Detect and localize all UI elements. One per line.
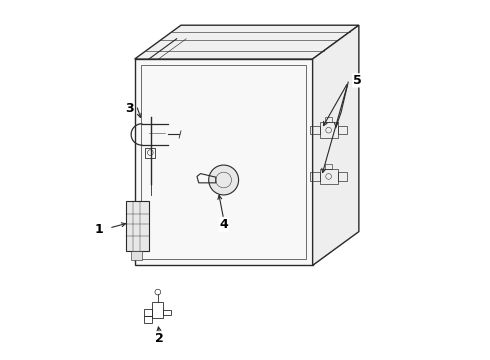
Polygon shape [135,59,313,265]
Polygon shape [135,25,359,59]
Text: 1: 1 [95,223,103,236]
Bar [325,164,332,168]
Bar [319,122,338,138]
Bar [325,117,332,122]
Bar [144,316,152,323]
Bar [338,172,347,181]
Bar [131,251,142,260]
Polygon shape [313,25,359,265]
Bar [338,126,347,134]
Bar [146,148,155,158]
Bar [310,172,319,181]
Bar [126,201,149,251]
Text: 3: 3 [125,102,134,115]
Text: 2: 2 [155,332,164,345]
Bar [152,302,163,318]
Bar [319,168,338,184]
Text: 4: 4 [220,218,228,231]
Bar [310,126,319,134]
Circle shape [209,165,239,195]
Text: 5: 5 [353,74,362,87]
Bar [163,310,171,315]
Bar [144,309,152,316]
